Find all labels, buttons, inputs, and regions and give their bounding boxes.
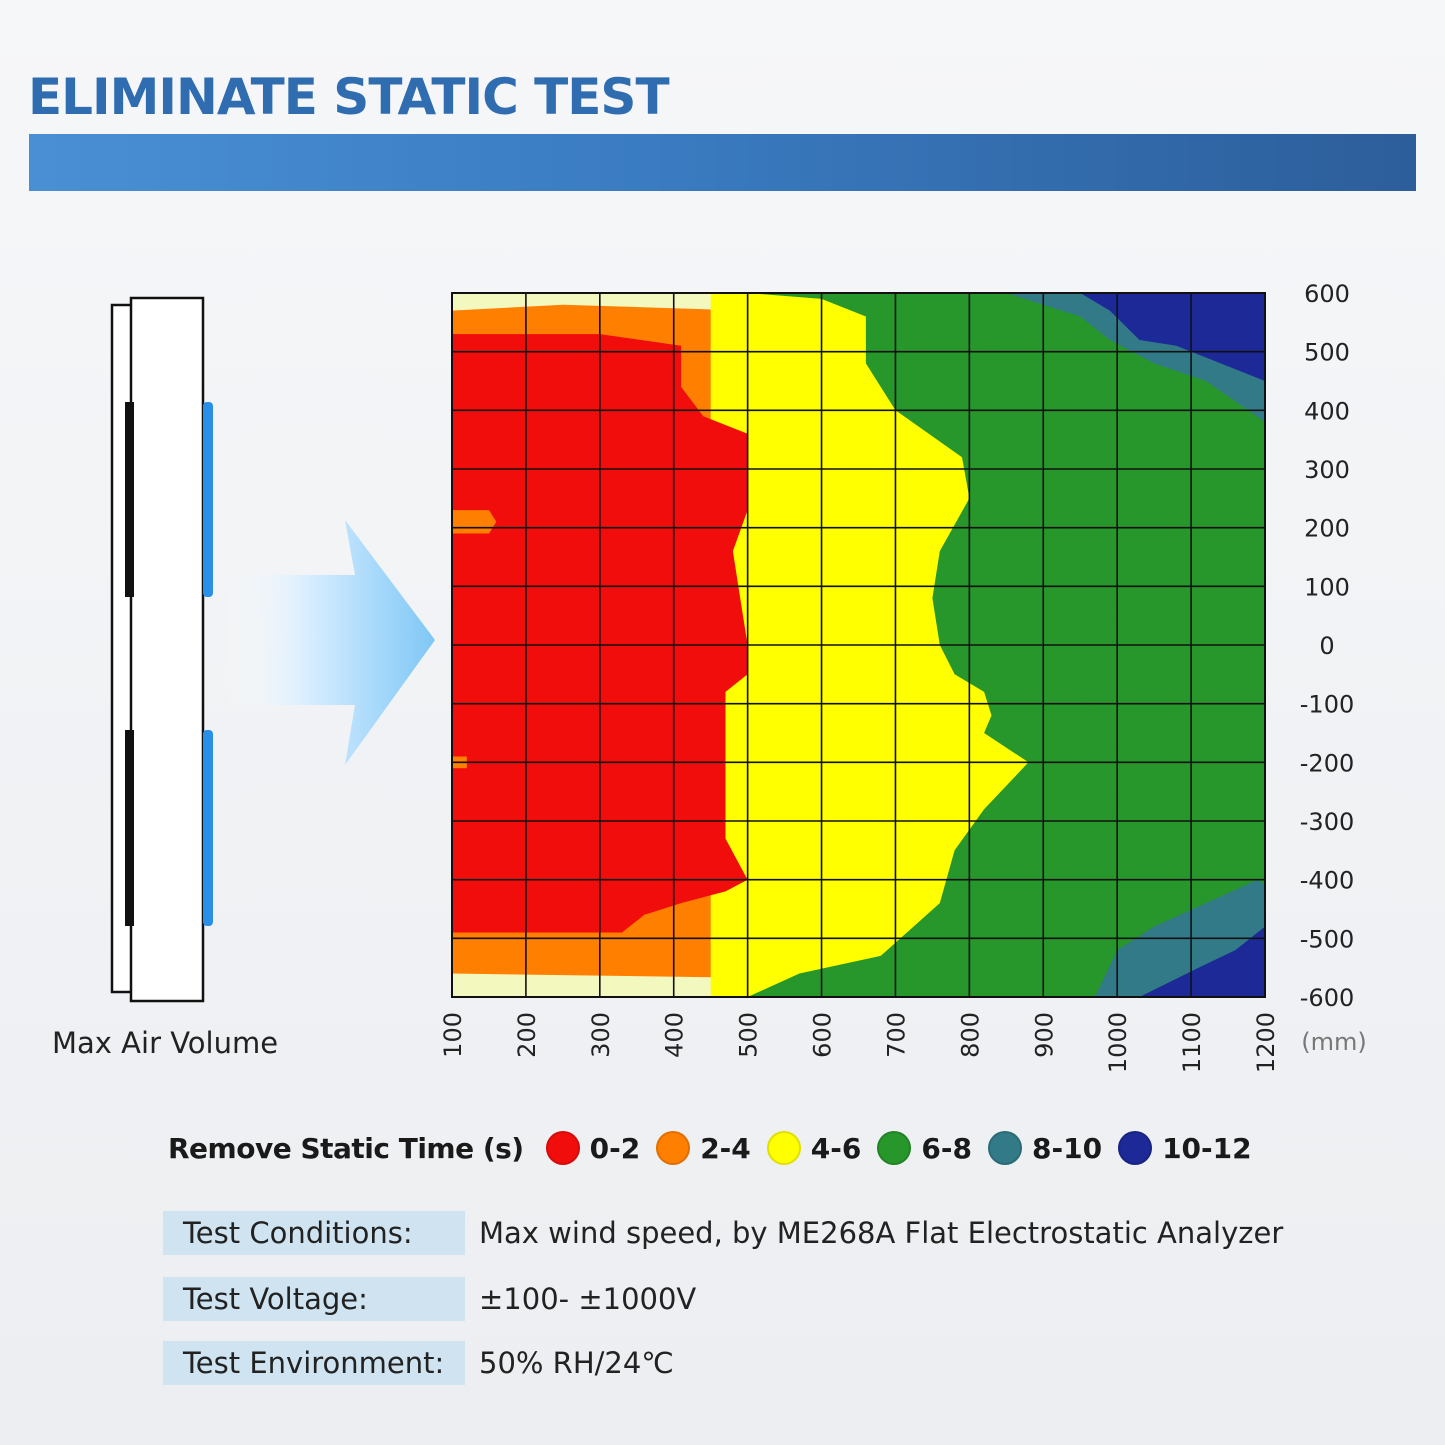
legend-item-2-4: 2-4 (656, 1131, 751, 1165)
legend-swatch (656, 1131, 691, 1165)
y-tick-label: -400 (1300, 867, 1354, 895)
legend-swatch (877, 1131, 912, 1165)
x-tick-label: 600 (809, 1012, 837, 1058)
y-tick-label: -100 (1300, 691, 1354, 719)
x-tick-label: 500 (735, 1012, 763, 1058)
x-tick-label: 1100 (1178, 1012, 1206, 1073)
y-tick-label: 0 (1319, 632, 1334, 660)
y-tick-label: -300 (1300, 808, 1354, 836)
x-tick-label: 300 (587, 1012, 615, 1058)
y-tick-label: 600 (1304, 280, 1350, 308)
legend-swatch (766, 1131, 801, 1165)
test-conditions-label: Test Conditions: (163, 1211, 465, 1255)
plot-frame (451, 292, 1266, 998)
heatmap-region-10-12-7 (1139, 926, 1265, 997)
legend-label: 8-10 (1031, 1131, 1103, 1165)
legend-item-0-2: 0-2 (545, 1131, 641, 1165)
x-tick-label: 900 (1030, 1012, 1058, 1058)
y-tick-label: 300 (1304, 456, 1350, 484)
ionizer-device-icon (110, 296, 213, 1003)
legend-swatch (545, 1131, 580, 1165)
x-axis-unit: (mm) (1301, 1028, 1366, 1056)
y-tick-label: 400 (1304, 397, 1350, 425)
test-voltage-row: Test Voltage: ±100- ±1000V (163, 1277, 696, 1321)
legend-item-10-12: 10-12 (1118, 1131, 1252, 1165)
x-tick-label: 400 (661, 1012, 689, 1058)
test-environment-label: Test Environment: (163, 1341, 465, 1385)
legend-label: 6-8 (921, 1131, 972, 1165)
heatmap-region-2-4-9 (452, 510, 497, 534)
legend-swatch (987, 1131, 1022, 1165)
legend: Remove Static Time (s) 0-2 2-4 4-6 6-8 8-10 1… (168, 1124, 1268, 1172)
test-conditions-row: Test Conditions: Max wind speed, by ME26… (163, 1211, 1283, 1255)
title-banner (29, 134, 1416, 191)
airflow-arrow-icon (225, 520, 435, 765)
y-tick-label: 100 (1304, 573, 1350, 601)
test-conditions-value: Max wind speed, by ME268A Flat Electrost… (479, 1216, 1284, 1250)
test-environment-value: 50% RH/24℃ (479, 1346, 674, 1380)
page-title: ELIMINATE STATIC TEST (28, 68, 670, 126)
heatmap-region-10-12-6 (1080, 293, 1265, 381)
y-tick-label: -600 (1300, 984, 1354, 1012)
test-voltage-value: ±100- ±1000V (479, 1282, 697, 1316)
legend-items: 0-2 2-4 4-6 6-8 8-10 10-12 (545, 1131, 1268, 1165)
x-tick-label: 1200 (1252, 1012, 1280, 1073)
y-tick-label: 500 (1304, 339, 1350, 367)
y-tick-label: -200 (1300, 749, 1354, 777)
test-voltage-label: Test Voltage: (163, 1277, 465, 1321)
x-tick-label: 1000 (1104, 1012, 1132, 1073)
legend-title: Remove Static Time (s) (168, 1131, 524, 1165)
x-axis-ticks: 100 200 300 400 500 600 700 800 900 1000 1100 1200 (439, 1012, 1280, 1073)
device-label: Max Air Volume (52, 1026, 279, 1060)
x-tick-label: 700 (882, 1012, 910, 1058)
legend-item-8-10: 8-10 (987, 1131, 1103, 1165)
legend-label: 2-4 (700, 1131, 751, 1165)
x-tick-label: 100 (439, 1012, 467, 1058)
legend-swatch (1118, 1131, 1153, 1165)
legend-label: 4-6 (810, 1131, 862, 1165)
legend-label: 10-12 (1162, 1131, 1252, 1165)
legend-item-4-6: 4-6 (766, 1131, 862, 1165)
legend-item-6-8: 6-8 (877, 1131, 972, 1165)
test-environment-row: Test Environment: 50% RH/24℃ (163, 1341, 674, 1385)
x-tick-label: 200 (513, 1012, 541, 1058)
y-axis-ticks: 600 500 400 300 200 100 0 -100 -200 -300 -400 -500 -… (1300, 280, 1354, 1012)
x-tick-label: 800 (956, 1012, 984, 1058)
y-tick-label: -500 (1300, 925, 1354, 953)
legend-label: 0-2 (589, 1131, 641, 1165)
y-tick-label: 200 (1304, 515, 1350, 543)
